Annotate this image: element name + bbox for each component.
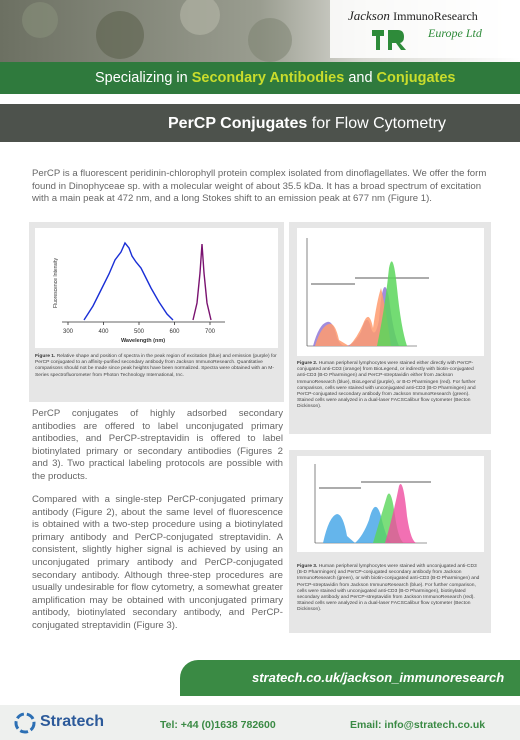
- tagline-highlight: Conjugates: [376, 70, 456, 86]
- caption-label: Figure 2.: [297, 361, 318, 366]
- title-rest: for Flow Cytometry: [307, 115, 446, 132]
- y-axis-label: Fluorescence Intensity: [53, 257, 59, 308]
- intro-paragraph: PerCP is a fluorescent peridinin-chlorop…: [32, 168, 487, 205]
- footer-url[interactable]: stratech.co.uk/jackson_immunoresearch: [252, 670, 505, 685]
- caption-text: Human peripheral lymphocytes were staine…: [297, 361, 476, 410]
- x-tick-label: 400: [98, 329, 109, 335]
- brand-logo: [14, 712, 36, 734]
- caption-label: Figure 1.: [35, 354, 56, 359]
- tagline-text: and: [344, 70, 377, 86]
- footer-url-band: [180, 660, 520, 696]
- x-tick-label: 300: [63, 329, 74, 335]
- figure-3-chart: [297, 456, 484, 552]
- caption-label: Figure 3.: [297, 564, 318, 569]
- logo-line: Jackson: [348, 8, 390, 23]
- caption-text: Human peripheral lymphocytes were staine…: [297, 564, 480, 613]
- tagline: Specializing in Secondary Antibodies and…: [95, 70, 456, 86]
- x-tick-label: 600: [169, 329, 180, 335]
- figure-1-chart: Fluorescence Intensity Wavelength (nm) 3…: [35, 228, 278, 348]
- tagline-text: Specializing in: [95, 70, 192, 86]
- figure-1-caption: Figure 1. Relative shape and position of…: [35, 354, 278, 379]
- tagline-highlight: Secondary Antibodies: [191, 70, 345, 86]
- logo-subtitle: Europe Ltd: [428, 26, 482, 40]
- header-photo: [0, 0, 520, 62]
- footer-email[interactable]: Email: info@stratech.co.uk: [350, 719, 486, 731]
- figure-2-caption: Figure 2. Human peripheral lymphocytes w…: [297, 361, 484, 411]
- footer-contact-band: [0, 705, 520, 740]
- figure-3-caption: Figure 3. Human peripheral lymphocytes w…: [297, 564, 484, 614]
- figure-2-chart: [297, 228, 484, 356]
- page-title: PerCP Conjugates for Flow Cytometry: [168, 115, 446, 133]
- x-tick-label: 500: [134, 329, 145, 335]
- title-bold: PerCP Conjugates: [168, 115, 308, 132]
- footer-tel: Tel: +44 (0)1638 782600: [160, 719, 276, 731]
- logo-line: ImmunoResearch: [393, 9, 478, 23]
- brand-name: Stratech: [40, 713, 105, 730]
- x-tick-label: 700: [205, 329, 216, 335]
- body-paragraph: Compared with a single-step PerCP-conjug…: [32, 494, 283, 631]
- caption-text: Relative shape and position of spectra i…: [35, 354, 277, 378]
- x-axis-label: Wavelength (nm): [121, 338, 165, 344]
- logo-text: Jackson ImmunoResearch: [348, 8, 478, 24]
- body-paragraph: PerCP conjugates of highly adsorbed seco…: [32, 408, 283, 482]
- tagline-band: [0, 62, 520, 94]
- title-band: [0, 104, 520, 142]
